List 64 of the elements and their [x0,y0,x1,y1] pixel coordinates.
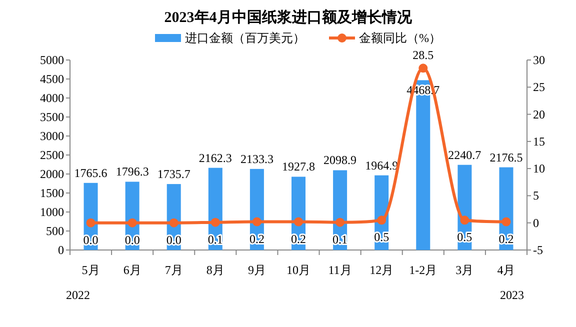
y-tick-label: 2000 [40,167,64,181]
y-tick-label: 4500 [40,72,64,86]
x-tick-label: 10月 [286,263,310,277]
y2-tick-label: 5 [533,188,539,203]
y-tick-label: 1500 [40,186,64,200]
x-tick-label: 4月 [497,263,516,277]
x-tick-label: 8月 [206,263,224,277]
data-label: 2162.3 [198,150,232,165]
y-tick-label: 500 [46,224,64,238]
chart-title: 2023年4月中国纸浆进口额及增长情况 [164,8,413,26]
y-tick-label: 1000 [40,205,64,219]
y2-tick-label: 0 [533,216,539,230]
point [294,217,303,226]
text: 2023 [500,288,524,302]
data-label: 2176.5 [490,150,523,164]
data-label: 4468.7 [406,83,440,98]
y2-tick-label: 20 [533,107,545,122]
legend-label: 进口金额（百万美元） [185,31,305,45]
y2-tick-label: -5 [533,243,543,257]
x-tick-label: 6月 [123,263,142,277]
x-tick-label: 1-2月 [409,263,438,277]
x-tick-label: 12月 [370,263,394,277]
data-label: 2098.9 [324,153,357,168]
point [252,217,262,226]
point [210,218,220,227]
point [460,216,470,225]
y2-tick-label: 10 [533,162,545,176]
data-label: 0.0 [83,232,98,247]
data-label: 28.5 [412,48,434,62]
y-tick-label: 2500 [40,148,64,162]
point [502,217,511,226]
y2-tick-label: 25 [533,80,545,94]
data-label: 2133.3 [240,152,274,166]
data-label: 0.5 [457,230,472,244]
point [169,218,178,228]
y2-tick-label: 30 [533,53,545,67]
y-tick-label: 4000 [40,91,64,105]
data-label: 1765.6 [74,166,108,180]
point [418,64,428,73]
text: 2022 [66,288,90,302]
point [128,218,137,228]
y-tick-label: 0 [58,243,64,257]
point [336,218,345,227]
data-label: 0.1 [332,232,348,246]
data-label: 1735.7 [157,167,190,182]
data-label: 2240.7 [448,148,482,162]
y2-tick-label: 15 [533,134,545,148]
data-label: 0.2 [498,232,514,246]
data-label: 0.2 [249,232,264,246]
data-label: 1796.3 [116,164,149,179]
y-tick-label: 3500 [40,110,64,124]
data-label: 0.2 [291,232,306,246]
x-tick-label: 9月 [248,263,266,277]
y-tick-label: 3000 [40,129,64,143]
data-label: 1927.8 [282,160,315,174]
x-tick-label: 5月 [82,263,100,277]
x-tick-label: 7月 [164,263,183,277]
x-tick-label: 3月 [456,263,474,277]
y-tick-label: 5000 [40,53,64,67]
point [377,216,386,225]
x-tick-label: 11月 [328,263,352,277]
point [86,218,96,228]
legend-label: 金额同比（%） [359,31,441,45]
data-label: 0.0 [124,232,140,247]
